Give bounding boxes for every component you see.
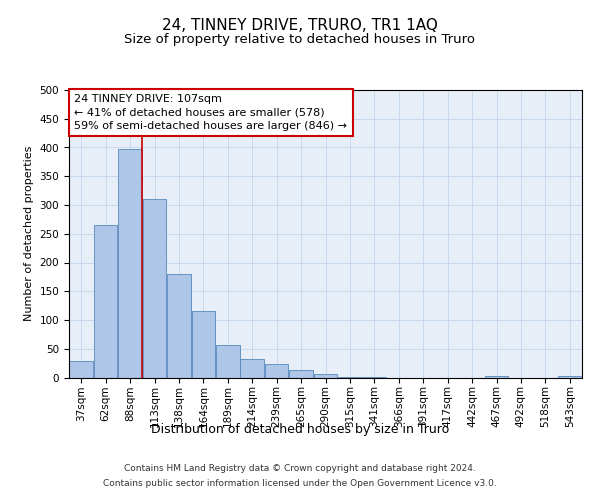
Bar — [191, 312, 215, 378]
Text: 24 TINNEY DRIVE: 107sqm
← 41% of detached houses are smaller (578)
59% of semi-d: 24 TINNEY DRIVE: 107sqm ← 41% of detache… — [74, 94, 347, 130]
Bar — [94, 225, 118, 378]
Bar — [216, 344, 239, 378]
Text: 24, TINNEY DRIVE, TRURO, TR1 1AQ: 24, TINNEY DRIVE, TRURO, TR1 1AQ — [162, 18, 438, 32]
Bar — [143, 199, 166, 378]
Bar — [485, 376, 508, 378]
Bar — [241, 359, 264, 378]
Text: Distribution of detached houses by size in Truro: Distribution of detached houses by size … — [151, 422, 449, 436]
Bar — [289, 370, 313, 378]
Bar — [118, 149, 142, 378]
Bar — [314, 374, 337, 378]
Bar — [265, 364, 289, 378]
Text: Contains HM Land Registry data © Crown copyright and database right 2024.: Contains HM Land Registry data © Crown c… — [124, 464, 476, 473]
Y-axis label: Number of detached properties: Number of detached properties — [24, 146, 34, 322]
Text: Size of property relative to detached houses in Truro: Size of property relative to detached ho… — [125, 32, 476, 46]
Bar — [167, 274, 191, 378]
Bar — [362, 377, 386, 378]
Bar — [338, 377, 362, 378]
Text: Contains public sector information licensed under the Open Government Licence v3: Contains public sector information licen… — [103, 479, 497, 488]
Bar — [558, 376, 581, 378]
Bar — [70, 362, 93, 378]
